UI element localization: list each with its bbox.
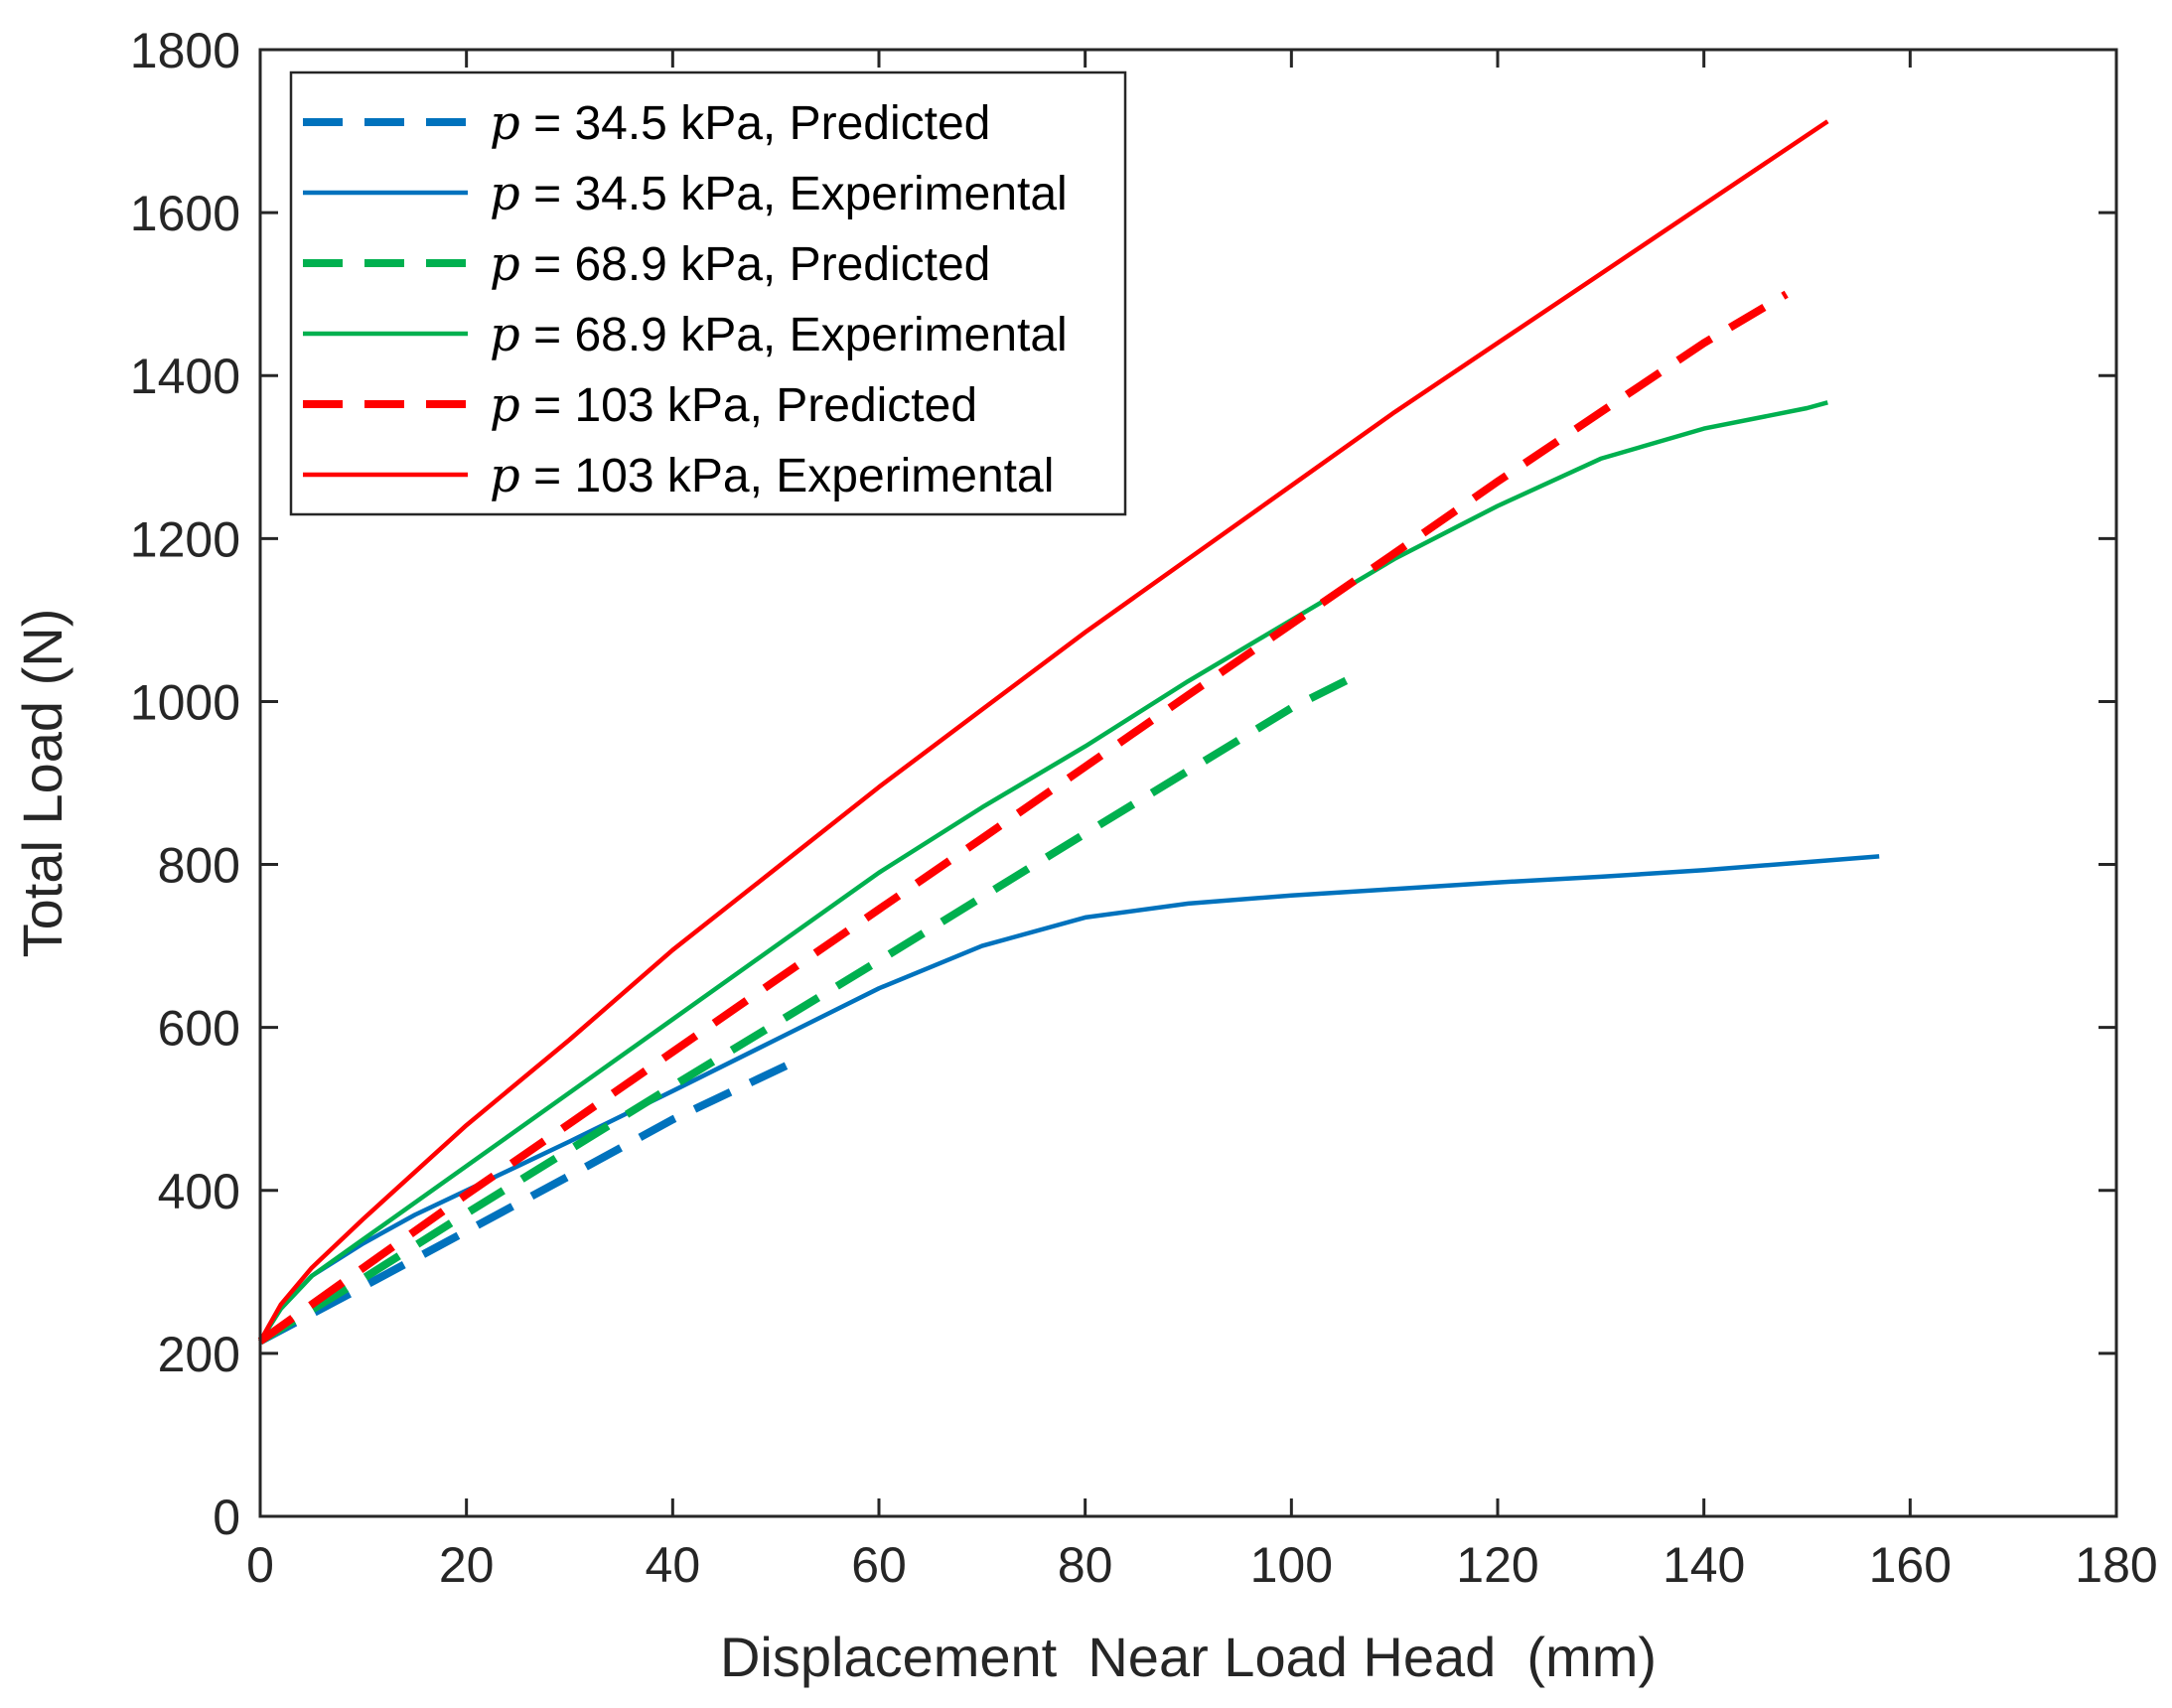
y-tick-label: 400 [158, 1164, 240, 1219]
series-line-6 [258, 119, 1829, 1343]
series-line-4 [258, 400, 1828, 1343]
y-tick-label: 200 [158, 1327, 240, 1382]
legend-symbol: p [490, 236, 520, 292]
legend-symbol: p [490, 307, 520, 362]
legend-label-2: p = 34.5 kPa, Experimental [490, 166, 1068, 221]
y-tick-label: 0 [213, 1490, 240, 1545]
x-tick-label: 120 [1456, 1537, 1538, 1593]
legend-label-5: p = 103 kPa, Predicted [490, 377, 977, 433]
legend-label-4: p = 68.9 kPa, Experimental [490, 307, 1068, 362]
y-tick-label: 1800 [130, 23, 240, 78]
y-tick-label: 600 [158, 1001, 240, 1057]
legend-label-3: p = 68.9 kPa, Predicted [490, 236, 990, 292]
legend-label-text: = 68.9 kPa, Predicted [520, 238, 991, 291]
y-tick-label: 1400 [130, 349, 240, 404]
x-axis-title: Displacement Near Load Head (mm) [720, 1626, 1657, 1688]
legend-symbol: p [490, 166, 520, 221]
series-layer [257, 119, 1880, 1346]
x-tick-label: 160 [1869, 1537, 1952, 1593]
legend-symbol: p [490, 448, 520, 503]
series-line-2 [258, 854, 1880, 1343]
y-tick-label: 1200 [130, 511, 240, 567]
plot-frame [258, 48, 2118, 1518]
legend-label-text: = 68.9 kPa, Experimental [520, 309, 1068, 361]
y-tick-label: 800 [158, 838, 240, 894]
legend-box [289, 71, 1127, 516]
x-tick-label: 0 [246, 1537, 274, 1593]
x-tick-label: 140 [1663, 1537, 1745, 1593]
tick-layer: 0 20 40 60 80 100 120 140 160 1800200400600800100… [130, 23, 2158, 1593]
y-tick-label: 1000 [130, 674, 240, 730]
x-tick-label: 80 [1058, 1537, 1113, 1593]
legend-label-text: = 103 kPa, Predicted [520, 379, 977, 432]
x-tick-label: 100 [1250, 1537, 1333, 1593]
y-tick-label: 1600 [130, 186, 240, 241]
legend-label-text: = 34.5 kPa, Experimental [520, 168, 1068, 220]
x-tick-label: 40 [646, 1537, 701, 1593]
legend-label-text: = 103 kPa, Experimental [520, 450, 1055, 502]
legend-symbol: p [490, 95, 520, 151]
legend-label-1: p = 34.5 kPa, Predicted [490, 95, 990, 151]
legend-symbol: p [490, 377, 520, 433]
series-line-3 [257, 673, 1356, 1346]
x-tick-label: 180 [2075, 1537, 2157, 1593]
series-line-5 [257, 290, 1789, 1345]
series-line-1 [258, 1062, 789, 1346]
x-tick-label: 20 [439, 1537, 495, 1593]
y-axis-title: Total Load (N) [11, 609, 73, 958]
legend-label-text: = 34.5 kPa, Predicted [520, 97, 991, 150]
x-tick-label: 60 [851, 1537, 907, 1593]
legend-label-6: p = 103 kPa, Experimental [490, 448, 1054, 503]
